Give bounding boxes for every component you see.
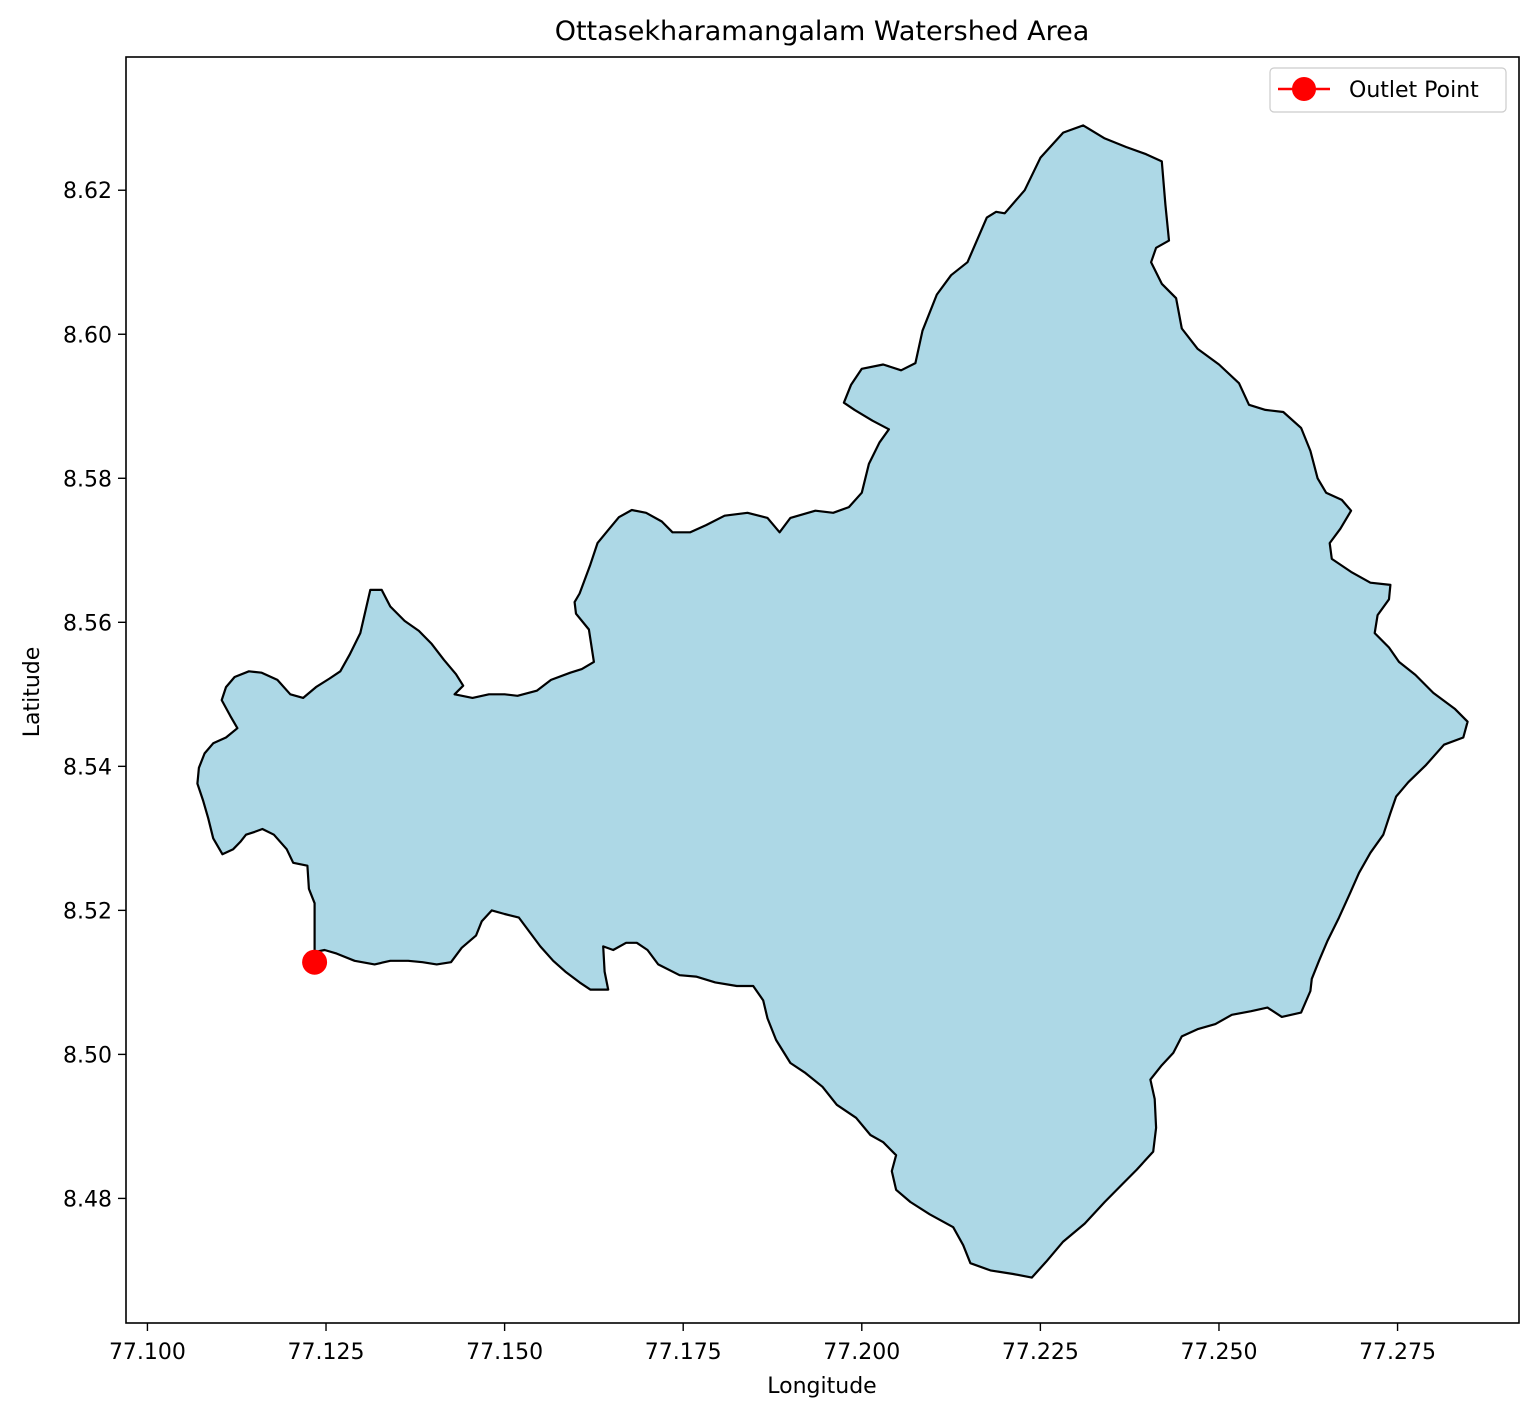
outlet-point-marker xyxy=(302,949,328,975)
y-tick-label: 8.58 xyxy=(63,467,112,492)
x-tick-label: 77.175 xyxy=(645,1340,722,1365)
x-axis: 77.100 77.125 77.150 77.175 77.200 77.225 77.2… xyxy=(109,1323,1436,1365)
x-tick-label: 77.275 xyxy=(1359,1340,1436,1365)
x-tick-label: 77.150 xyxy=(466,1340,543,1365)
y-axis: 8.48 8.50 8.52 8.54 8.56 8.58 8.60 8.62 xyxy=(63,179,126,1212)
y-tick-label: 8.52 xyxy=(63,899,112,924)
x-tick-label: 77.125 xyxy=(288,1340,365,1365)
x-tick-label: 77.250 xyxy=(1180,1340,1257,1365)
legend: Outlet Point xyxy=(1269,67,1507,113)
y-tick-label: 8.50 xyxy=(63,1043,112,1068)
y-tick-label: 8.62 xyxy=(63,179,112,204)
y-tick-label: 8.48 xyxy=(63,1187,112,1212)
plot-area xyxy=(196,124,1469,1279)
legend-outlet-marker xyxy=(1292,77,1316,101)
axes-frame xyxy=(125,56,1520,1324)
legend-frame xyxy=(1269,67,1507,113)
y-axis-label: Latitude xyxy=(20,647,45,738)
y-tick-label: 8.60 xyxy=(63,323,112,348)
x-axis-label: Longitude xyxy=(767,1374,876,1399)
watershed-polygon xyxy=(196,124,1469,1279)
chart-title: Ottasekharamangalam Watershed Area xyxy=(555,16,1090,47)
x-tick-label: 77.200 xyxy=(823,1340,900,1365)
x-tick-label: 77.225 xyxy=(1002,1340,1079,1365)
legend-outlet-label: Outlet Point xyxy=(1349,78,1479,103)
x-tick-label: 77.100 xyxy=(109,1340,186,1365)
y-tick-label: 8.54 xyxy=(63,755,112,780)
y-tick-label: 8.56 xyxy=(63,611,112,636)
